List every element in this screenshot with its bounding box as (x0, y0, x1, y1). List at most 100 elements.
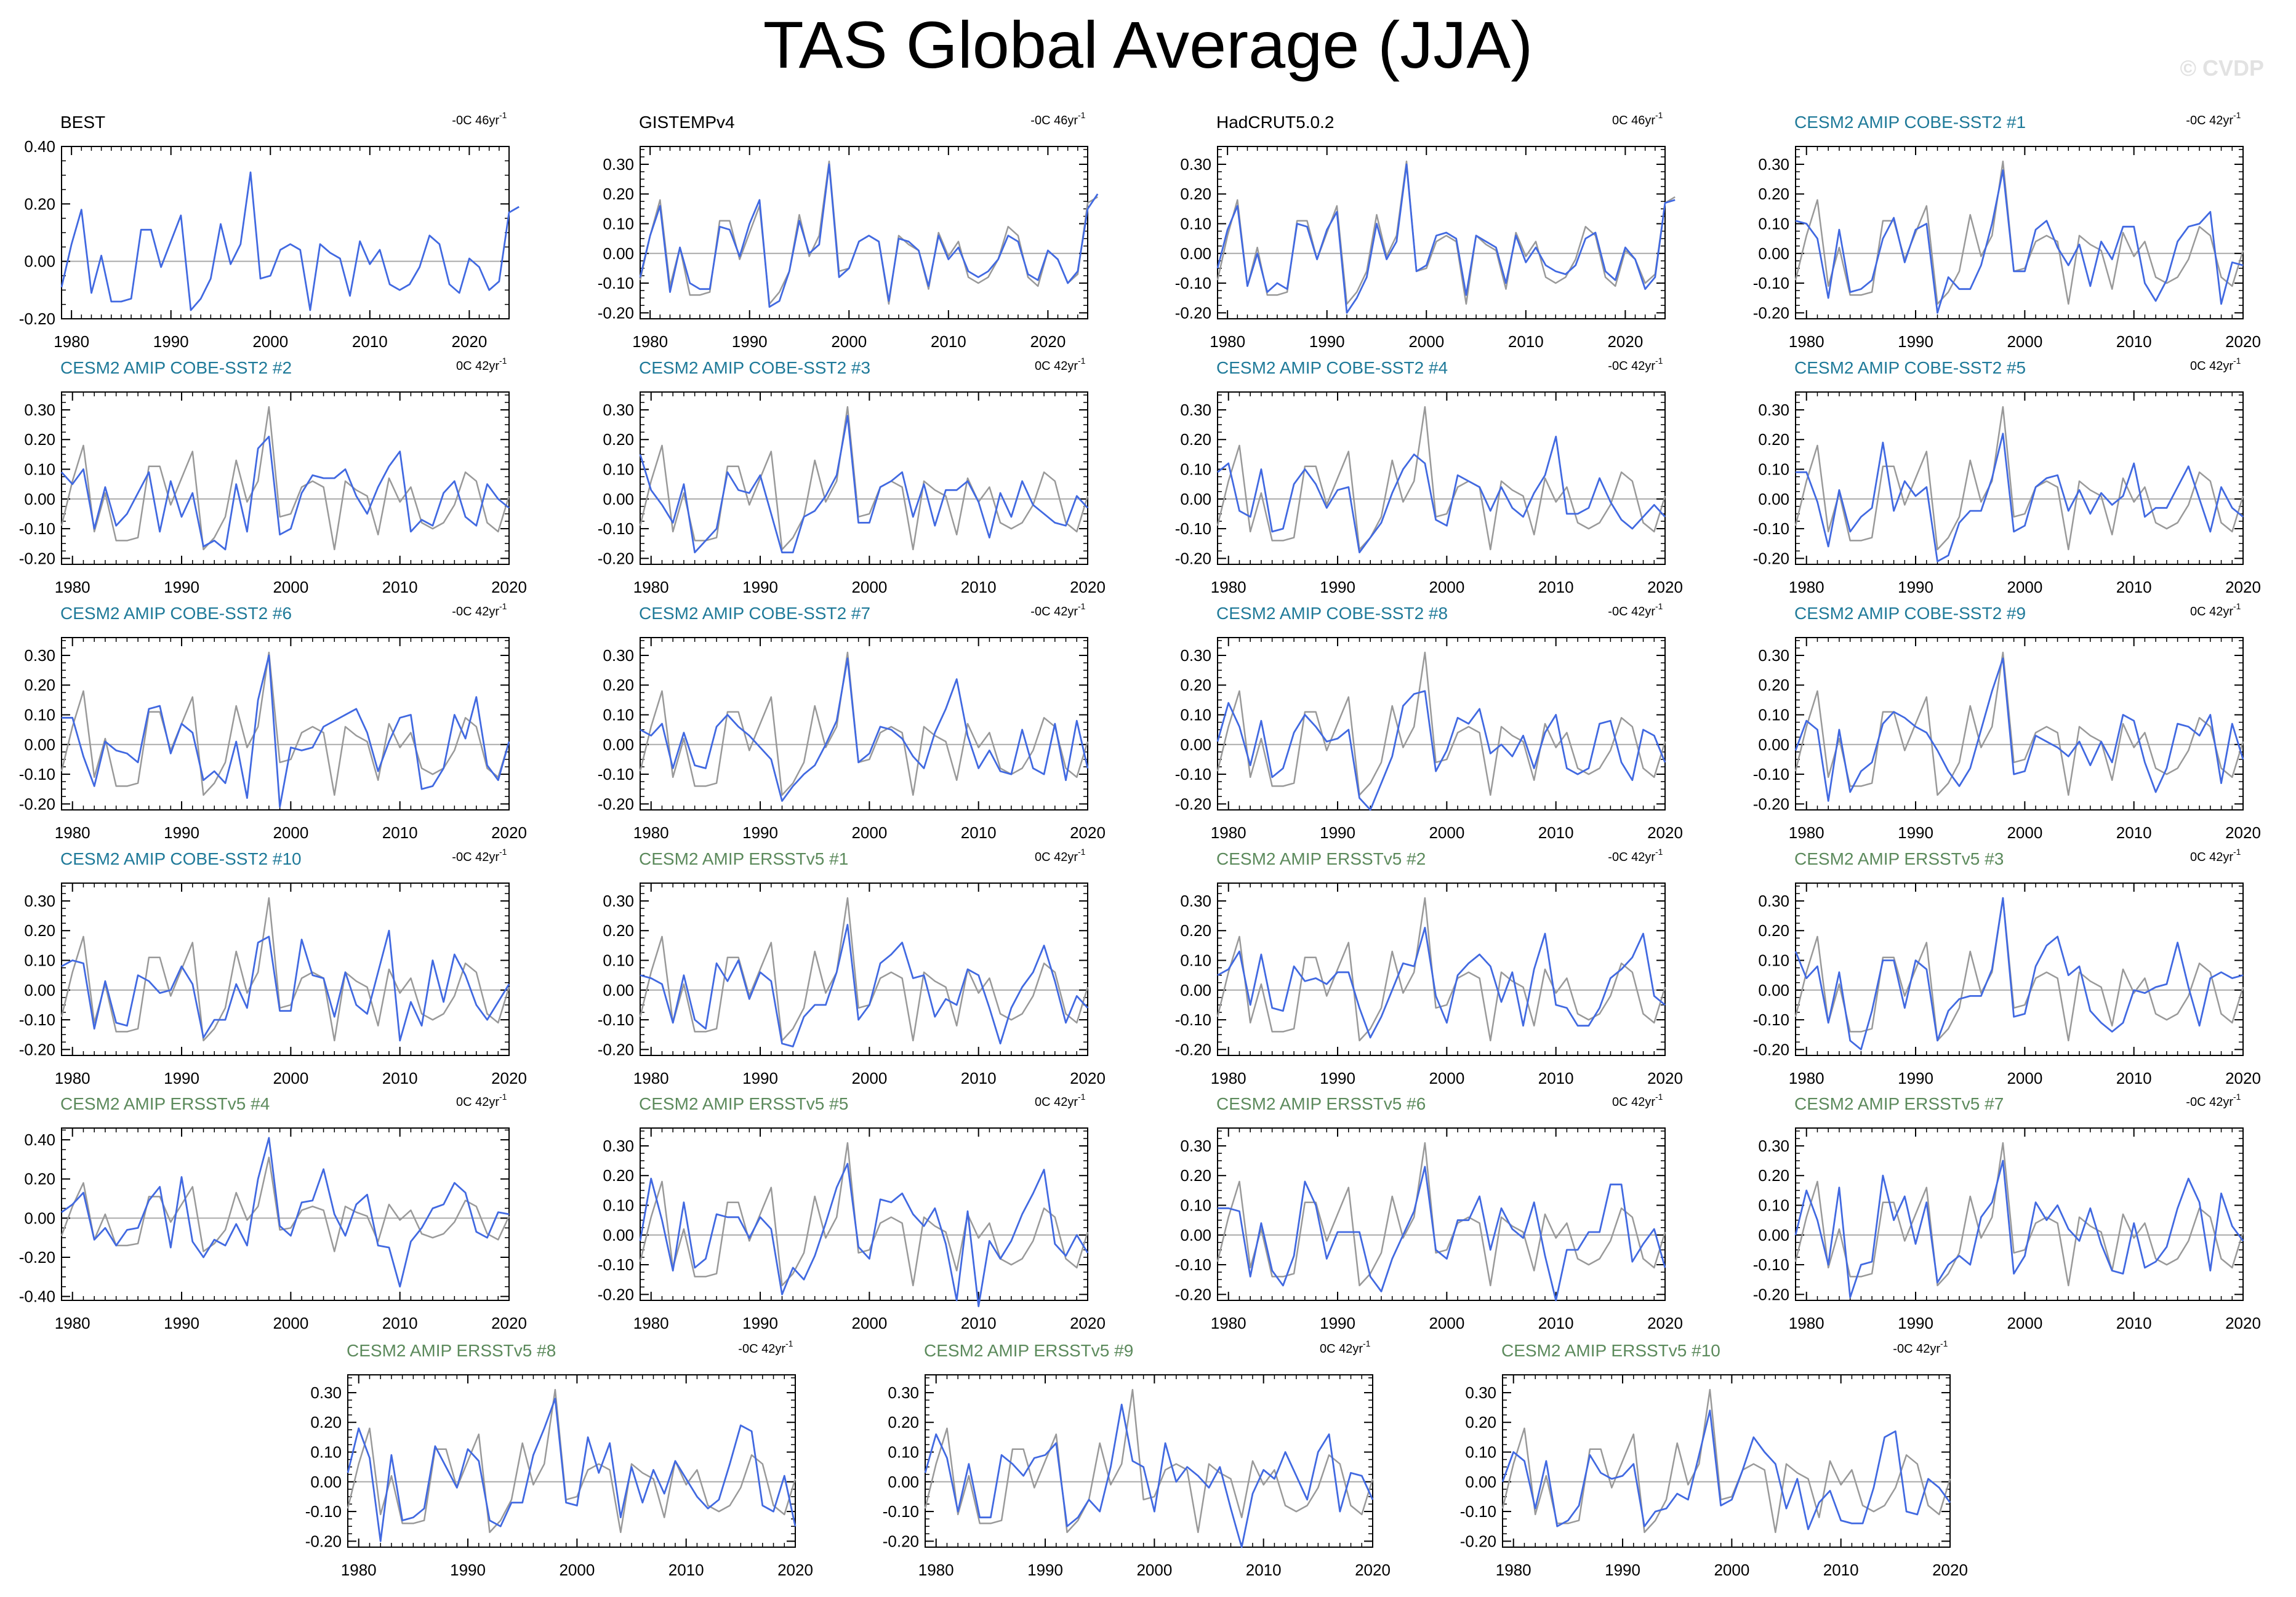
x-tick-label: 1980 (341, 1561, 377, 1579)
x-tick-label: 1980 (1789, 1069, 1824, 1087)
x-tick-label: 1980 (1496, 1561, 1531, 1579)
x-tick-label: 1990 (732, 332, 768, 351)
y-tick-label: -0.10 (1460, 1502, 1496, 1521)
y-tick-label: 0.30 (1758, 401, 1789, 419)
y-tick-label: 0.00 (1758, 490, 1789, 508)
panel-title: CESM2 AMIP COBE-SST2 #8 (1216, 604, 1448, 623)
y-tick-label: 0.20 (1180, 1166, 1211, 1185)
trend-label: -0C 46yr (452, 114, 499, 127)
x-tick-label: 1980 (633, 1314, 669, 1332)
y-tick-label: -0.20 (1175, 1040, 1211, 1059)
y-tick-label: 0.00 (603, 244, 634, 263)
trend-label-exponent: -1 (499, 110, 507, 120)
y-tick-label: 0.20 (888, 1413, 919, 1431)
panel-title: CESM2 AMIP ERSSTv5 #8 (347, 1341, 556, 1360)
plot-frame (640, 146, 1088, 319)
trend-label-exponent: -1 (2233, 356, 2241, 366)
x-tick-label: 2000 (273, 578, 308, 596)
panel-title: CESM2 AMIP COBE-SST2 #2 (60, 358, 292, 377)
y-tick-label: -0.40 (19, 1287, 55, 1306)
panel-title: CESM2 AMIP COBE-SST2 #7 (639, 604, 870, 623)
plot-frame (61, 146, 510, 319)
plot-frame (61, 1127, 510, 1301)
model-series-line (61, 1137, 510, 1288)
y-tick-label: 0.10 (603, 460, 634, 479)
y-tick-label: 0.30 (1758, 155, 1789, 174)
model-series-line (60, 436, 510, 551)
chart-panel-1: 0.40 0.20 0.00 -0.20 1980 1990 2000 2010 2020 BES… (19, 110, 520, 351)
y-tick-label: 0.20 (1180, 676, 1211, 694)
model-series-line (1216, 163, 1676, 314)
trend-label: -0C 42yr (452, 851, 499, 864)
x-tick-label: 1980 (54, 332, 89, 351)
x-tick-label: 2020 (777, 1561, 813, 1579)
y-tick-label: 0.20 (1465, 1413, 1496, 1431)
x-tick-label: 2020 (1030, 332, 1066, 351)
y-tick-label: 0.20 (24, 194, 55, 213)
trend-label-exponent: -1 (2233, 601, 2241, 611)
y-tick-label: -0.20 (1175, 794, 1211, 813)
y-tick-label: 0.20 (24, 430, 55, 449)
x-tick-label: 2010 (961, 1314, 997, 1332)
y-tick-label: -0.20 (19, 1248, 55, 1267)
y-tick-label: 0.40 (24, 1131, 55, 1149)
trend-label: -0C 42yr (2186, 114, 2233, 127)
trend-label: 0C 42yr (1320, 1342, 1363, 1356)
y-tick-label: -0.20 (1175, 1285, 1211, 1303)
x-tick-label: 2010 (1538, 1314, 1574, 1332)
reference-series-line (639, 897, 1089, 1042)
x-tick-label: 1980 (1789, 823, 1824, 842)
trend-label: 0C 42yr (2190, 851, 2233, 864)
trend-label: -0C 42yr (1893, 1342, 1940, 1356)
x-tick-label: 2000 (1408, 332, 1444, 351)
y-tick-label: -0.20 (305, 1532, 342, 1550)
x-tick-label: 2020 (2225, 1314, 2261, 1332)
model-series-line (640, 924, 1089, 1047)
x-tick-label: 2010 (2116, 1314, 2152, 1332)
x-tick-label: 1990 (1320, 578, 1355, 596)
trend-label: -0C 42yr (738, 1342, 785, 1356)
y-tick-label: 0.20 (603, 430, 634, 449)
trend-label-exponent: -1 (499, 847, 507, 857)
reference-series-line (1216, 651, 1666, 796)
y-tick-label: -0.10 (598, 1255, 634, 1274)
trend-label-exponent: -1 (785, 1339, 793, 1348)
x-tick-label: 1980 (1789, 1314, 1824, 1332)
x-tick-label: 2000 (851, 1314, 887, 1332)
y-tick-label: 0.10 (1180, 706, 1211, 724)
reference-series-line (924, 1388, 1374, 1534)
y-tick-label: -0.10 (19, 519, 55, 538)
y-tick-label: -0.10 (883, 1502, 919, 1521)
x-tick-label: 1990 (1320, 1069, 1355, 1087)
x-tick-label: 2020 (2225, 578, 2261, 596)
reference-series-line (1794, 1142, 2244, 1287)
x-tick-label: 2010 (382, 578, 418, 596)
x-tick-label: 1990 (1320, 823, 1355, 842)
y-tick-label: 0.10 (310, 1443, 342, 1462)
y-tick-label: -0.20 (598, 1285, 634, 1303)
y-tick-label: 0.00 (310, 1473, 342, 1491)
y-tick-label: -0.20 (1753, 1285, 1789, 1303)
trend-label: -0C 42yr (1608, 605, 1655, 618)
x-tick-label: 2010 (1538, 823, 1574, 842)
chart-panel-22: 0.30 0.20 0.10 0.00 -0.10 -0.20 1980 1990 2000 20… (883, 1339, 1391, 1579)
y-tick-label: 0.00 (24, 1209, 55, 1227)
y-tick-label: 0.30 (603, 646, 634, 665)
x-tick-label: 2000 (851, 823, 887, 842)
x-tick-label: 1980 (55, 1314, 90, 1332)
y-tick-label: 0.00 (1758, 981, 1789, 999)
y-tick-label: -0.20 (1753, 1040, 1789, 1059)
x-tick-label: 2000 (273, 1314, 308, 1332)
y-tick-label: -0.20 (19, 794, 55, 813)
trend-label: -0C 42yr (1608, 359, 1655, 373)
model-series-line (347, 1398, 797, 1542)
x-tick-label: 2010 (1538, 1069, 1574, 1087)
x-tick-label: 2010 (668, 1561, 704, 1579)
x-tick-label: 1990 (1898, 823, 1933, 842)
model-series-line (639, 1163, 1089, 1308)
panel-title: CESM2 AMIP COBE-SST2 #4 (1216, 358, 1448, 377)
x-tick-label: 2010 (961, 1069, 997, 1087)
